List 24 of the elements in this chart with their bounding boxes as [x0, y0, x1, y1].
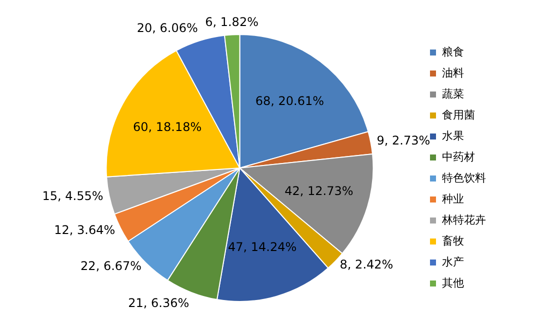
data-label: 8, 2.42% [340, 257, 394, 272]
data-label: 6, 1.82% [205, 14, 258, 29]
legend-label: 食用菌 [442, 108, 475, 122]
legend-label: 蔬菜 [442, 87, 464, 100]
data-label: 42, 12.73% [284, 184, 354, 198]
legend-label: 水果 [442, 129, 464, 142]
data-label: 9, 2.73% [376, 134, 430, 148]
data-label: 20, 6.06% [136, 21, 198, 36]
legend-label: 畜牧 [442, 234, 464, 248]
legend-label: 种业 [442, 192, 464, 206]
data-label: 60, 18.18% [132, 120, 202, 134]
legend-label: 特色饮料 [442, 171, 486, 184]
legend-label: 林特花卉 [441, 213, 486, 226]
legend-label: 其他 [442, 276, 464, 290]
data-label: 68, 20.61% [255, 94, 324, 108]
legend-label: 粮食 [442, 45, 464, 58]
data-label: 15, 4.55% [42, 189, 104, 204]
data-label: 21, 6.36% [128, 296, 190, 310]
data-label: 47, 14.24% [228, 240, 297, 254]
data-label: 22, 6.67% [80, 259, 142, 274]
data-label: 12, 3.64% [54, 222, 116, 237]
legend-label: 水产 [442, 255, 464, 268]
legend-label: 中药材 [442, 150, 475, 164]
legend-label: 油料 [442, 66, 464, 80]
